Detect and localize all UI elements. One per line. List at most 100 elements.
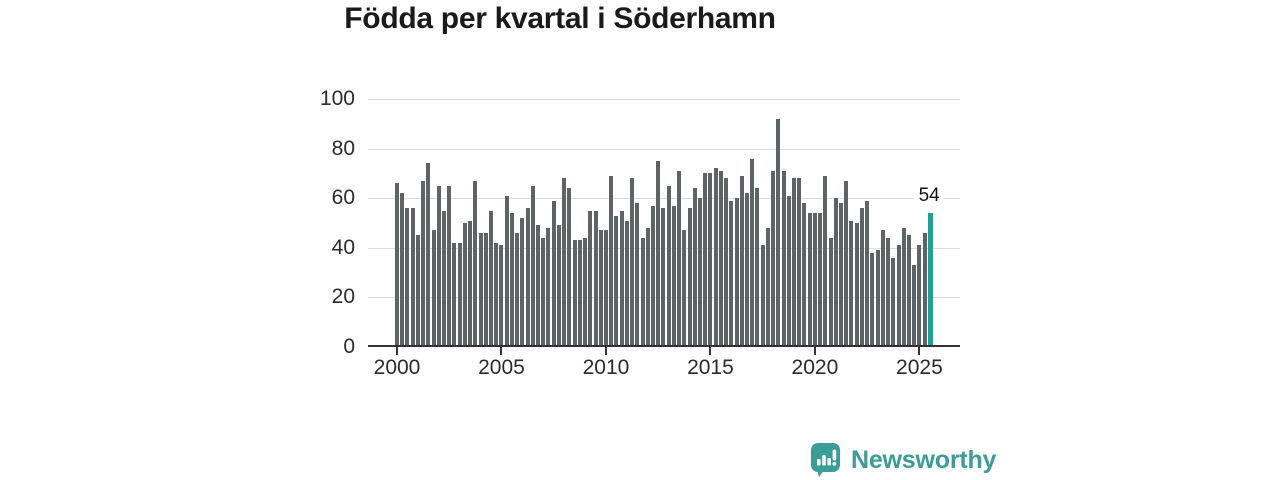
bar [452, 242, 457, 347]
bar [530, 185, 535, 347]
bar [556, 225, 561, 347]
bar [541, 237, 546, 347]
gridline [368, 148, 960, 150]
bar [896, 245, 901, 347]
bar [839, 203, 844, 347]
y-axis-tick-label: 0 [343, 335, 355, 358]
bar [457, 242, 462, 347]
chart-title: Födda per kvartal i Söderhamn [344, 2, 776, 35]
x-axis-tick [918, 347, 921, 355]
bar [421, 180, 426, 347]
y-axis-tick-label: 100 [319, 87, 355, 110]
bar [525, 208, 530, 347]
bar [499, 245, 504, 347]
bar [614, 215, 619, 347]
bar [807, 213, 812, 347]
x-axis-tick-label: 2005 [478, 356, 525, 379]
bar [703, 173, 708, 347]
newsworthy-bar-chart-bubble-icon [810, 442, 842, 478]
bar [661, 208, 666, 347]
bar [708, 173, 713, 347]
bar [640, 237, 645, 347]
highlight-value-label: 54 [914, 185, 944, 207]
bar [692, 188, 697, 347]
bar [546, 227, 551, 347]
bar [687, 208, 692, 347]
bar [865, 200, 870, 347]
bar [650, 205, 655, 347]
bar [645, 227, 650, 347]
bar [619, 210, 624, 347]
bar [536, 225, 541, 347]
bar [572, 240, 577, 347]
bar [609, 175, 614, 347]
x-axis-tick-label: 2010 [582, 356, 630, 379]
bar [483, 232, 488, 347]
bar [442, 210, 447, 347]
bar [849, 220, 854, 347]
bar [786, 195, 791, 347]
bar [917, 245, 922, 347]
newsworthy-logo-text: Newsworthy [851, 445, 997, 474]
newsworthy-logo-link[interactable]: Newsworthy [810, 442, 996, 478]
x-axis-tick [709, 347, 712, 355]
bar [504, 195, 509, 347]
bar [436, 185, 441, 347]
bar [489, 210, 494, 347]
bar [812, 213, 817, 347]
bar [886, 237, 891, 347]
bar [426, 163, 431, 347]
bar [724, 178, 729, 347]
bar [400, 193, 405, 347]
bar [739, 175, 744, 347]
bar [828, 237, 833, 347]
bar-highlighted [927, 213, 933, 347]
bar [395, 183, 399, 347]
bar [870, 252, 875, 347]
bar [901, 227, 906, 347]
bar [588, 210, 593, 347]
x-axis-tick-label: 2025 [896, 356, 943, 379]
x-axis-tick-label: 2000 [373, 356, 421, 379]
bar [875, 250, 880, 347]
bar [755, 188, 760, 347]
bar [833, 198, 838, 347]
bar [577, 240, 582, 347]
bar [697, 198, 702, 347]
y-axis-tick-label: 60 [331, 186, 355, 210]
bar [603, 230, 608, 347]
y-axis-tick-label: 20 [331, 285, 355, 309]
bar [844, 180, 849, 347]
x-axis-tick [813, 347, 816, 355]
bar [473, 180, 478, 347]
bar [624, 220, 629, 347]
bar [750, 158, 755, 347]
bar [593, 210, 598, 347]
bar [682, 230, 687, 347]
bar [583, 237, 588, 347]
bar [562, 178, 567, 347]
bar [745, 193, 749, 347]
x-axis-line [368, 345, 960, 347]
bar [718, 170, 723, 347]
x-axis-tick [396, 347, 398, 355]
bar [447, 185, 452, 347]
bar [912, 265, 917, 347]
x-axis-tick [500, 347, 503, 355]
y-axis-tick-label: 40 [331, 235, 355, 259]
bar [765, 227, 770, 347]
bar [906, 235, 911, 347]
bar [891, 257, 896, 347]
bar-chart: 0 20 40 60 80 100 2000 2005 2010 2015 2020 2025 54 [319, 87, 960, 379]
bar [734, 198, 739, 347]
bar [854, 223, 859, 347]
bar [760, 245, 765, 347]
bar [880, 230, 885, 347]
bar [771, 170, 776, 347]
bar [666, 185, 671, 347]
bar [410, 208, 415, 347]
bar [823, 175, 828, 347]
plot-area [368, 99, 960, 347]
bar [567, 188, 572, 347]
